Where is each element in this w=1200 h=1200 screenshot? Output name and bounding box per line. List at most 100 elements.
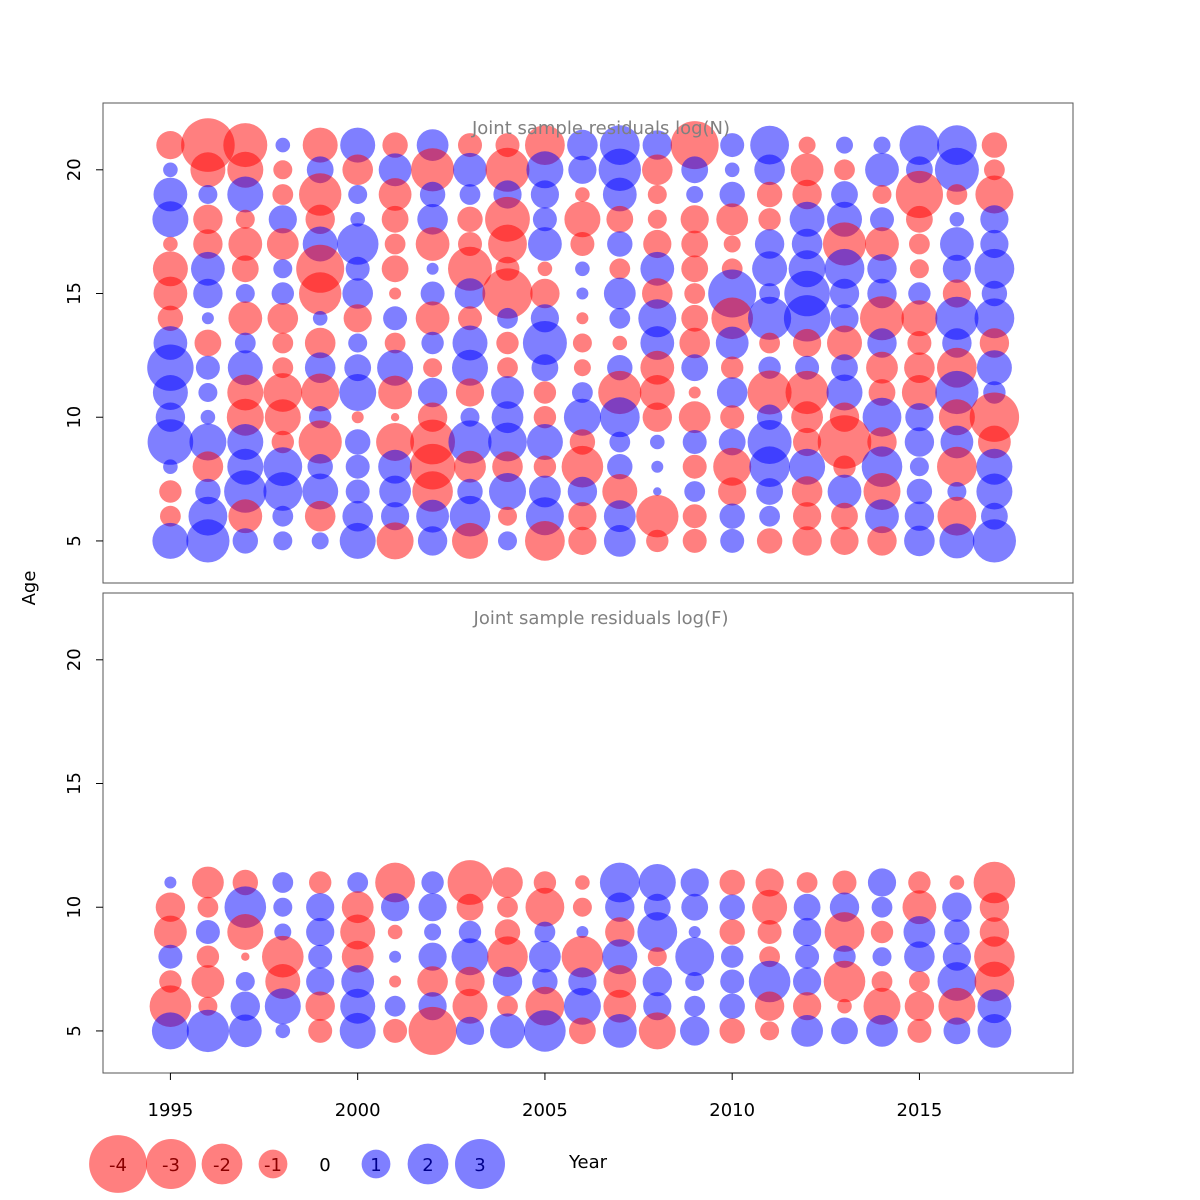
bubble bbox=[531, 354, 559, 382]
bubble bbox=[830, 304, 859, 333]
bubble bbox=[793, 502, 822, 531]
bubble bbox=[456, 893, 484, 921]
bubble bbox=[748, 960, 791, 1003]
bubble bbox=[935, 296, 979, 340]
bubble bbox=[938, 987, 976, 1025]
bubble bbox=[938, 399, 975, 436]
bubble bbox=[497, 307, 518, 329]
bubble bbox=[831, 502, 858, 530]
bubble bbox=[830, 526, 859, 556]
bubble bbox=[681, 893, 709, 921]
bubble bbox=[160, 505, 181, 527]
bubble bbox=[607, 454, 633, 480]
bubble bbox=[228, 1014, 262, 1048]
bubble bbox=[637, 912, 678, 952]
bubble bbox=[937, 496, 977, 536]
bubble bbox=[653, 487, 662, 496]
bubble bbox=[378, 375, 412, 410]
bubble bbox=[533, 455, 557, 478]
bubble bbox=[275, 1023, 291, 1039]
bubble bbox=[650, 434, 665, 450]
bubble bbox=[224, 470, 267, 513]
bubble bbox=[343, 304, 372, 333]
bubble bbox=[452, 349, 488, 386]
bubble bbox=[387, 924, 403, 940]
bubble bbox=[906, 205, 933, 233]
bubble bbox=[576, 287, 589, 300]
bubble bbox=[871, 896, 893, 918]
bubble bbox=[304, 500, 336, 532]
y-tick-label: 10 bbox=[64, 406, 85, 429]
bubble bbox=[947, 482, 967, 501]
bubble bbox=[977, 989, 1012, 1024]
bubble bbox=[452, 522, 488, 559]
y-tick-label: 20 bbox=[64, 648, 85, 671]
bubble bbox=[524, 1010, 566, 1052]
bubble bbox=[719, 181, 745, 208]
bubble bbox=[345, 256, 370, 281]
bubble bbox=[189, 423, 227, 461]
bubble bbox=[568, 155, 597, 184]
bubble bbox=[228, 499, 263, 534]
bubble bbox=[870, 920, 894, 944]
bubble bbox=[419, 181, 446, 208]
bubble bbox=[640, 251, 675, 286]
bubble bbox=[602, 177, 637, 212]
bubble bbox=[301, 373, 340, 412]
bubble bbox=[719, 919, 745, 945]
bubble bbox=[156, 131, 185, 160]
bubble bbox=[311, 532, 329, 550]
bubble bbox=[716, 203, 749, 236]
bubble bbox=[713, 447, 752, 486]
bubble bbox=[568, 502, 597, 531]
bubble bbox=[421, 871, 444, 894]
bubble bbox=[720, 969, 745, 994]
bubble bbox=[832, 870, 857, 895]
bubble bbox=[241, 952, 250, 961]
bubble bbox=[272, 184, 294, 205]
bubble bbox=[389, 975, 402, 988]
bubble bbox=[340, 127, 376, 163]
bubble bbox=[680, 868, 709, 897]
bubble bbox=[457, 206, 483, 232]
bubble bbox=[379, 475, 411, 508]
bubble bbox=[488, 422, 527, 462]
bubble bbox=[411, 148, 455, 192]
bubble bbox=[569, 1017, 596, 1045]
bubble bbox=[416, 499, 449, 533]
panel-log-n: Joint sample residuals log(N) 5 10 15 20 bbox=[64, 102, 1074, 584]
bubble bbox=[639, 375, 675, 410]
bubble bbox=[152, 251, 188, 287]
bubble bbox=[448, 246, 492, 291]
bubble bbox=[235, 209, 255, 229]
bubble bbox=[793, 328, 822, 358]
bubble bbox=[347, 872, 369, 893]
bubble bbox=[684, 283, 706, 304]
bubble bbox=[227, 424, 264, 460]
bubble bbox=[298, 420, 342, 464]
bubble bbox=[227, 176, 264, 213]
bubble bbox=[934, 147, 979, 192]
bubble bbox=[377, 349, 414, 386]
bubble bbox=[647, 209, 667, 229]
bubble bbox=[152, 522, 189, 559]
bubble bbox=[636, 495, 679, 538]
legend-bubble bbox=[89, 1135, 147, 1193]
bubble bbox=[602, 939, 638, 975]
bubble bbox=[451, 938, 489, 976]
bubble bbox=[831, 1017, 858, 1045]
bubble bbox=[193, 278, 223, 309]
bubble bbox=[791, 228, 823, 260]
bubble bbox=[340, 914, 376, 950]
bubble bbox=[795, 944, 820, 969]
x-axis: 1995 2000 2005 2010 2015 bbox=[148, 1072, 942, 1121]
bubble bbox=[908, 282, 931, 305]
bubble bbox=[863, 473, 901, 510]
bubble bbox=[454, 278, 486, 309]
bubble bbox=[231, 255, 259, 283]
bubble bbox=[339, 1012, 376, 1049]
bubble bbox=[791, 1015, 823, 1047]
bubble bbox=[599, 397, 640, 438]
bubble bbox=[492, 451, 523, 483]
bubble bbox=[489, 473, 526, 510]
